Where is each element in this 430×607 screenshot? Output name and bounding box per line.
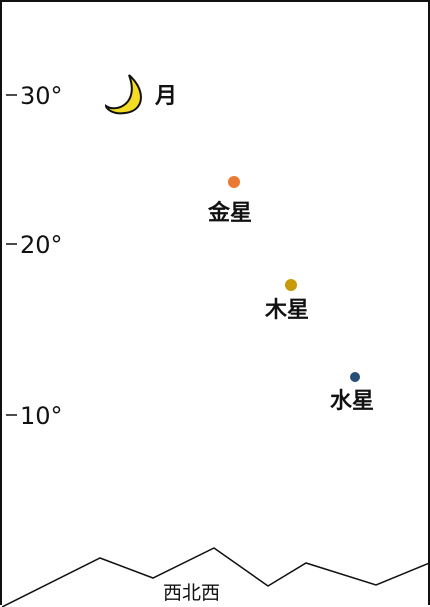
horizon-line <box>2 547 430 607</box>
moon-icon <box>104 74 142 115</box>
jupiter-marker <box>285 279 297 291</box>
horizon-direction-label: 西北西 <box>163 582 220 604</box>
venus-marker <box>228 176 240 188</box>
altitude-tick-label-10: 10° <box>20 402 63 430</box>
altitude-axis: 30° 20° 10° <box>6 82 63 430</box>
mercury-label: 水星 <box>330 389 374 414</box>
jupiter-label: 木星 <box>264 298 309 323</box>
venus-label: 金星 <box>207 200 252 226</box>
altitude-tick-label-20: 20° <box>20 231 63 259</box>
celestial-bodies: 月 金星 木星 水星 <box>104 74 374 414</box>
horizon: 西北西 <box>2 547 430 607</box>
altitude-tick-label-30: 30° <box>20 82 63 110</box>
mercury-marker <box>350 372 360 382</box>
moon-label: 月 <box>154 84 177 109</box>
